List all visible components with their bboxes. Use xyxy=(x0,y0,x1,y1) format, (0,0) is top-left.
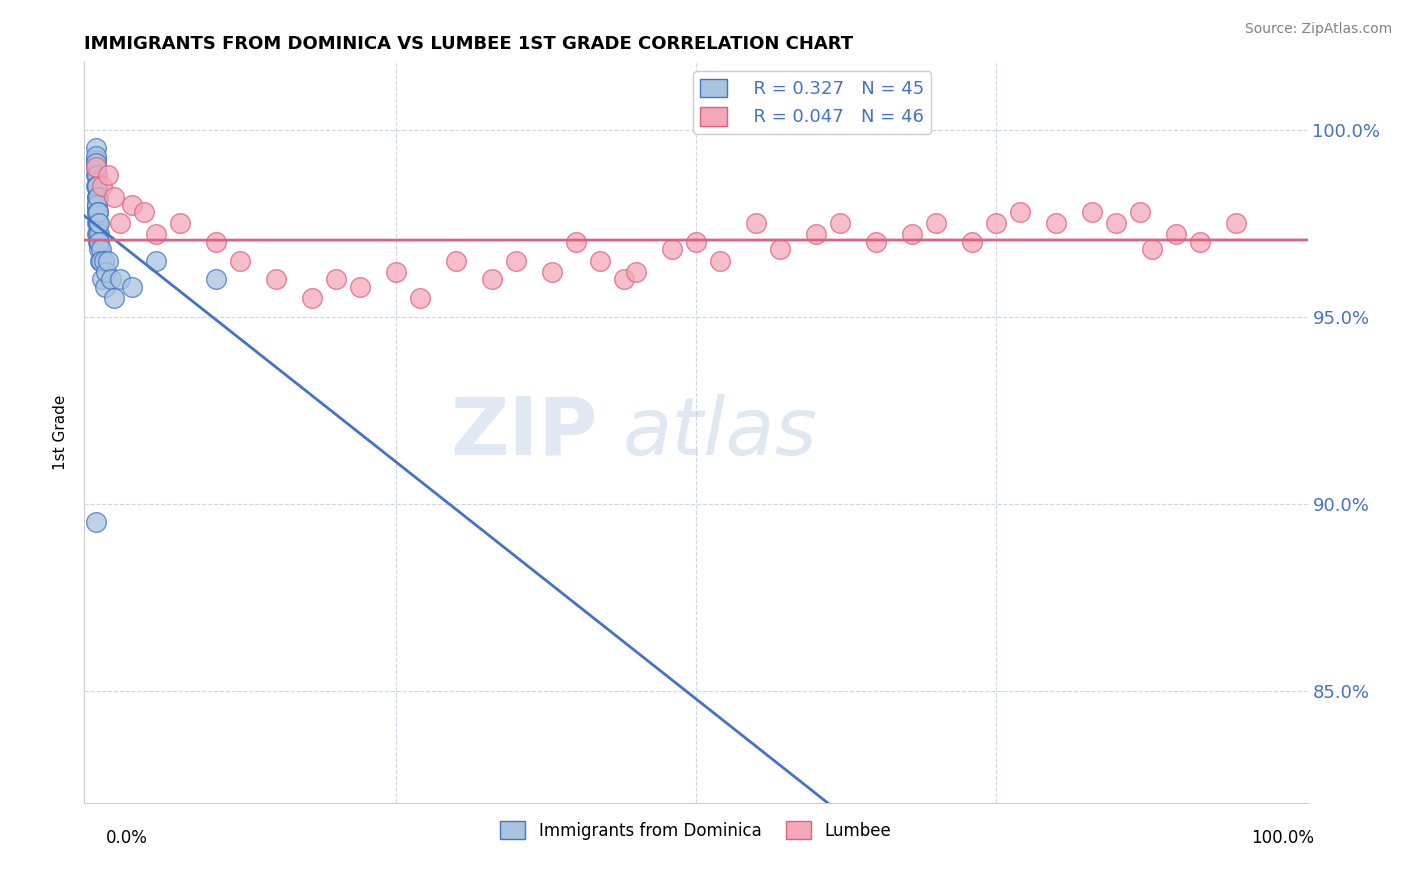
Point xyxy=(91,178,114,193)
Point xyxy=(1105,216,1128,230)
Point xyxy=(205,272,228,286)
Point xyxy=(1045,216,1067,230)
Point xyxy=(86,205,108,219)
Point xyxy=(901,227,924,242)
Point xyxy=(87,205,110,219)
Point xyxy=(1225,216,1247,230)
Point xyxy=(1188,235,1211,249)
Point xyxy=(103,291,125,305)
Point xyxy=(100,272,122,286)
Point xyxy=(86,190,108,204)
Point xyxy=(89,253,111,268)
Point xyxy=(110,272,132,286)
Point xyxy=(86,160,108,174)
Point xyxy=(86,178,108,193)
Legend: Immigrants from Dominica, Lumbee: Immigrants from Dominica, Lumbee xyxy=(494,814,898,847)
Point xyxy=(86,227,108,242)
Point xyxy=(1164,227,1187,242)
Point xyxy=(86,156,108,170)
Point xyxy=(89,235,111,249)
Point xyxy=(565,235,588,249)
Point xyxy=(685,235,707,249)
Point xyxy=(87,205,110,219)
Point xyxy=(86,168,108,182)
Point xyxy=(86,197,108,211)
Point xyxy=(865,235,887,249)
Point xyxy=(169,216,191,230)
Point xyxy=(97,168,120,182)
Point xyxy=(97,253,120,268)
Point xyxy=(1140,243,1163,257)
Point xyxy=(145,253,167,268)
Point xyxy=(1129,205,1152,219)
Point xyxy=(110,216,132,230)
Point xyxy=(90,243,112,257)
Point xyxy=(87,235,110,249)
Point xyxy=(745,216,768,230)
Point xyxy=(325,272,347,286)
Text: ZIP: ZIP xyxy=(451,393,598,472)
Point xyxy=(121,197,143,211)
Point xyxy=(960,235,983,249)
Point xyxy=(86,168,108,182)
Text: 100.0%: 100.0% xyxy=(1251,829,1315,847)
Point xyxy=(86,216,108,230)
Point xyxy=(86,178,108,193)
Text: IMMIGRANTS FROM DOMINICA VS LUMBEE 1ST GRADE CORRELATION CHART: IMMIGRANTS FROM DOMINICA VS LUMBEE 1ST G… xyxy=(84,35,853,53)
Point xyxy=(86,190,108,204)
Point xyxy=(409,291,432,305)
Text: 0.0%: 0.0% xyxy=(105,829,148,847)
Point xyxy=(481,272,503,286)
Point xyxy=(661,243,683,257)
Point xyxy=(86,141,108,155)
Point xyxy=(93,280,117,294)
Point xyxy=(804,227,827,242)
Point xyxy=(87,216,110,230)
Point xyxy=(86,190,108,204)
Text: Source: ZipAtlas.com: Source: ZipAtlas.com xyxy=(1244,22,1392,37)
Point xyxy=(624,265,647,279)
Point xyxy=(86,197,108,211)
Point xyxy=(121,280,143,294)
Text: atlas: atlas xyxy=(623,393,817,472)
Point xyxy=(86,197,108,211)
Point xyxy=(103,190,125,204)
Point xyxy=(264,272,287,286)
Point xyxy=(229,253,252,268)
Point xyxy=(90,253,112,268)
Point xyxy=(86,153,108,167)
Point xyxy=(86,178,108,193)
Point xyxy=(589,253,612,268)
Point xyxy=(1008,205,1031,219)
Point xyxy=(145,227,167,242)
Point xyxy=(444,253,467,268)
Point xyxy=(87,227,110,242)
Point xyxy=(86,516,108,530)
Point xyxy=(134,205,156,219)
Point xyxy=(828,216,851,230)
Point xyxy=(1080,205,1102,219)
Point xyxy=(709,253,731,268)
Point xyxy=(86,149,108,163)
Point xyxy=(91,272,114,286)
Point xyxy=(86,160,108,174)
Point xyxy=(86,205,108,219)
Point xyxy=(984,216,1007,230)
Point xyxy=(541,265,564,279)
Point xyxy=(87,227,110,242)
Point xyxy=(301,291,323,305)
Point xyxy=(349,280,371,294)
Point xyxy=(86,216,108,230)
Y-axis label: 1st Grade: 1st Grade xyxy=(53,395,69,470)
Point xyxy=(205,235,228,249)
Point xyxy=(613,272,636,286)
Point xyxy=(87,216,110,230)
Point xyxy=(925,216,948,230)
Point xyxy=(385,265,408,279)
Point xyxy=(94,265,117,279)
Point xyxy=(769,243,792,257)
Point xyxy=(93,253,115,268)
Point xyxy=(505,253,527,268)
Point xyxy=(87,243,110,257)
